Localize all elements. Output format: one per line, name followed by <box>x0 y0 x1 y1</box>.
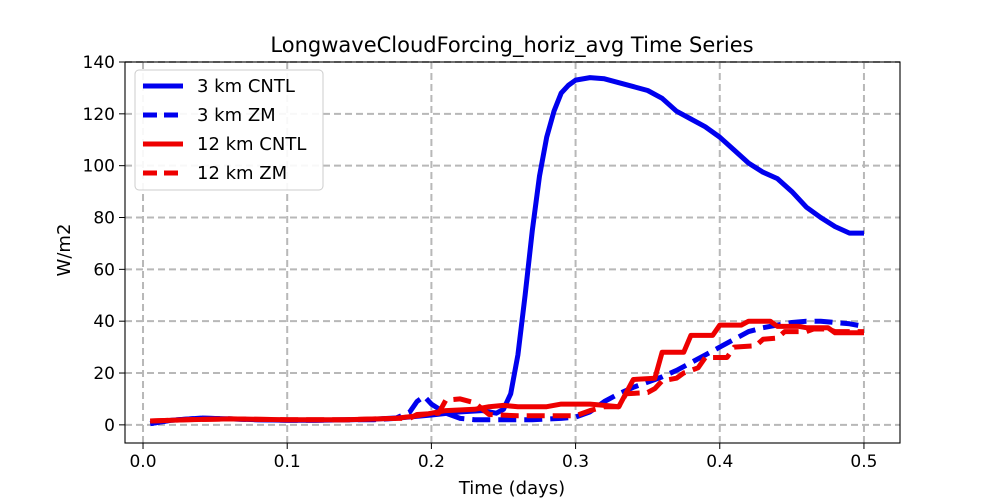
legend-box <box>134 69 324 191</box>
legend: 3 km CNTL 3 km ZM 12 km CNTL 12 km ZM <box>134 69 324 191</box>
x-axis-label: Time (days) <box>458 478 565 499</box>
chart-title: LongwaveCloudForcing_horiz_avg Time Seri… <box>270 33 753 58</box>
legend-entry-label: 12 km CNTL <box>197 134 306 155</box>
x-tick-label: 0.3 <box>562 452 589 472</box>
y-tick-label: 40 <box>93 312 115 332</box>
x-tick-label: 0.0 <box>129 452 156 472</box>
y-tick-label: 80 <box>93 209 115 229</box>
series-line-12-km-zm <box>150 326 864 424</box>
y-tick-label: 20 <box>93 364 115 384</box>
legend-entry-label: 3 km ZM <box>197 105 276 126</box>
series-layer <box>149 75 865 427</box>
x-tick-label: 0.5 <box>850 452 877 472</box>
y-tick-label: 140 <box>83 53 115 73</box>
legend-entry-label: 12 km ZM <box>197 163 287 184</box>
y-tick-label: 100 <box>83 157 115 177</box>
x-tick-label: 0.4 <box>706 452 733 472</box>
x-tick-label: 0.2 <box>418 452 445 472</box>
y-axis-label: W/m2 <box>54 224 75 277</box>
y-tick-label: 60 <box>93 260 115 280</box>
y-tick-label: 120 <box>83 105 115 125</box>
legend-entry-label: 3 km CNTL <box>197 76 295 97</box>
plot-frame <box>124 61 901 444</box>
x-tick-label: 0.1 <box>274 452 301 472</box>
x-axis: 0.0 0.1 0.2 0.3 0.4 0.5 <box>129 443 877 472</box>
y-axis: 0 20 40 60 80 100 120 140 <box>83 53 125 436</box>
y-tick-label: 0 <box>104 416 115 436</box>
